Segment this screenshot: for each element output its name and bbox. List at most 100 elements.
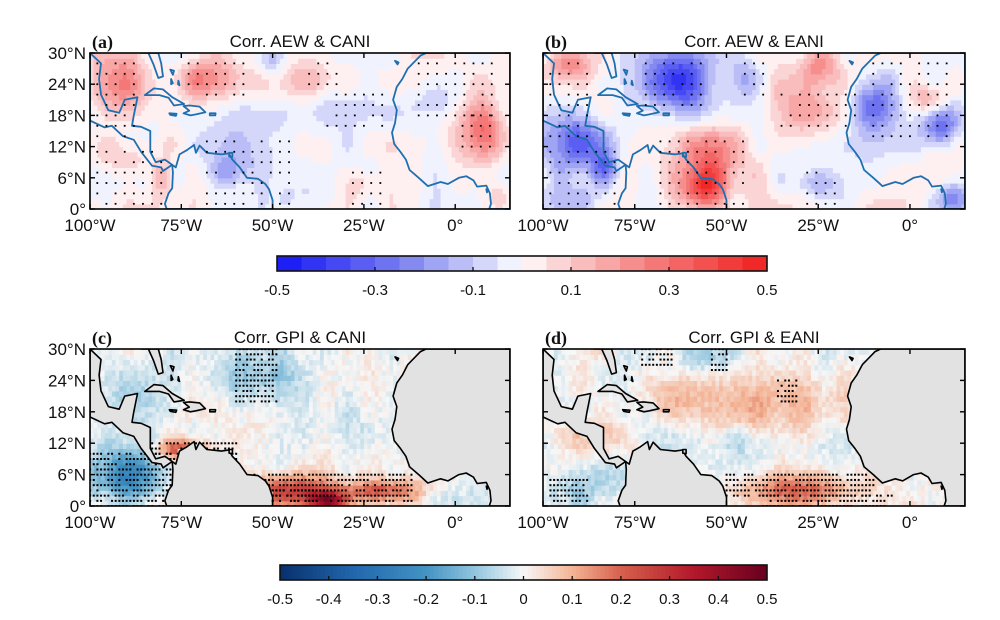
significance-dot <box>463 114 466 117</box>
field-cell <box>195 68 201 75</box>
field-cell <box>130 115 135 122</box>
field-cell <box>396 73 402 80</box>
field-cell <box>579 131 584 137</box>
field-cell <box>484 79 489 85</box>
field-cell <box>327 136 332 142</box>
field-cell <box>254 136 259 142</box>
field-cell <box>367 131 372 137</box>
field-cell <box>374 125 380 132</box>
field-cell <box>484 94 489 101</box>
significance-dot <box>160 182 163 184</box>
field-cell <box>631 73 636 80</box>
field-cell <box>689 63 695 70</box>
field-cell <box>473 94 478 101</box>
field-cell <box>327 115 332 122</box>
field-cell <box>225 172 230 179</box>
significance-dot <box>381 124 384 127</box>
field-cell <box>342 136 347 142</box>
field-cell <box>393 99 398 106</box>
field-cell <box>499 193 504 200</box>
field-cell <box>232 125 237 132</box>
field-cell <box>546 136 551 142</box>
field-cell <box>671 198 676 205</box>
field-cell <box>265 58 270 64</box>
field-cell <box>283 172 288 179</box>
field-cell <box>203 188 208 194</box>
field-cell <box>411 73 416 80</box>
field-cell <box>689 157 695 163</box>
field-cell <box>433 115 438 122</box>
field-cell <box>678 68 684 75</box>
field-cell <box>221 63 226 70</box>
field-cell <box>601 167 606 174</box>
field-cell <box>272 183 277 189</box>
field-cell <box>305 167 310 174</box>
field-cell <box>682 131 687 137</box>
field-cell <box>404 146 409 153</box>
field-cell <box>126 58 131 64</box>
field-cell <box>393 183 398 189</box>
field-cell <box>181 125 186 132</box>
field-cell <box>133 151 139 158</box>
field-cell <box>473 172 478 179</box>
field-cell <box>616 162 621 168</box>
field-cell <box>561 183 566 189</box>
field-cell <box>675 89 680 96</box>
field-cell <box>93 89 98 96</box>
field-cell <box>594 63 599 70</box>
field-cell <box>312 79 318 85</box>
field-cell <box>579 198 584 205</box>
field-cell <box>557 177 562 184</box>
field-cell <box>473 99 478 106</box>
field-cell <box>250 188 255 194</box>
field-cell <box>203 58 208 64</box>
field-cell <box>174 146 179 153</box>
field-cell <box>320 177 325 184</box>
field-cell <box>587 157 592 163</box>
significance-dot <box>490 62 493 65</box>
field-cell <box>298 53 303 59</box>
field-cell <box>550 110 555 116</box>
field-cell <box>163 151 168 158</box>
field-cell <box>243 203 248 209</box>
field-cell <box>550 120 555 127</box>
significance-dot <box>279 171 281 174</box>
field-cell <box>488 131 493 137</box>
field-cell <box>272 120 277 127</box>
field-cell <box>287 136 292 142</box>
field-cell <box>587 120 592 127</box>
field-cell <box>444 94 449 101</box>
significance-dot <box>96 62 99 65</box>
field-cell <box>206 177 212 184</box>
field-cell <box>601 157 606 163</box>
field-cell <box>239 162 244 168</box>
field-cell <box>232 167 237 174</box>
field-cell <box>466 58 471 64</box>
field-cell <box>93 53 98 59</box>
field-cell <box>678 120 684 127</box>
field-cell <box>137 110 142 116</box>
field-cell <box>649 89 654 96</box>
field-cell <box>616 151 621 158</box>
field-cell <box>634 131 640 137</box>
field-cell <box>338 73 343 80</box>
field-cell <box>265 73 270 80</box>
field-cell <box>279 157 285 163</box>
field-cell <box>645 167 651 174</box>
field-cell <box>407 162 412 168</box>
field-cell <box>480 172 486 179</box>
field-cell <box>327 110 332 116</box>
field-cell <box>261 105 266 111</box>
field-cell <box>192 203 197 209</box>
field-cell <box>214 141 219 148</box>
field-cell <box>480 53 486 59</box>
field-cell <box>152 193 157 200</box>
field-cell <box>638 172 643 179</box>
field-cell <box>221 99 226 106</box>
field-cell <box>601 120 606 127</box>
field-cell <box>447 53 453 59</box>
field-cell <box>352 79 358 85</box>
field-cell <box>316 84 321 90</box>
field-cell <box>404 105 409 111</box>
field-cell <box>407 131 412 137</box>
